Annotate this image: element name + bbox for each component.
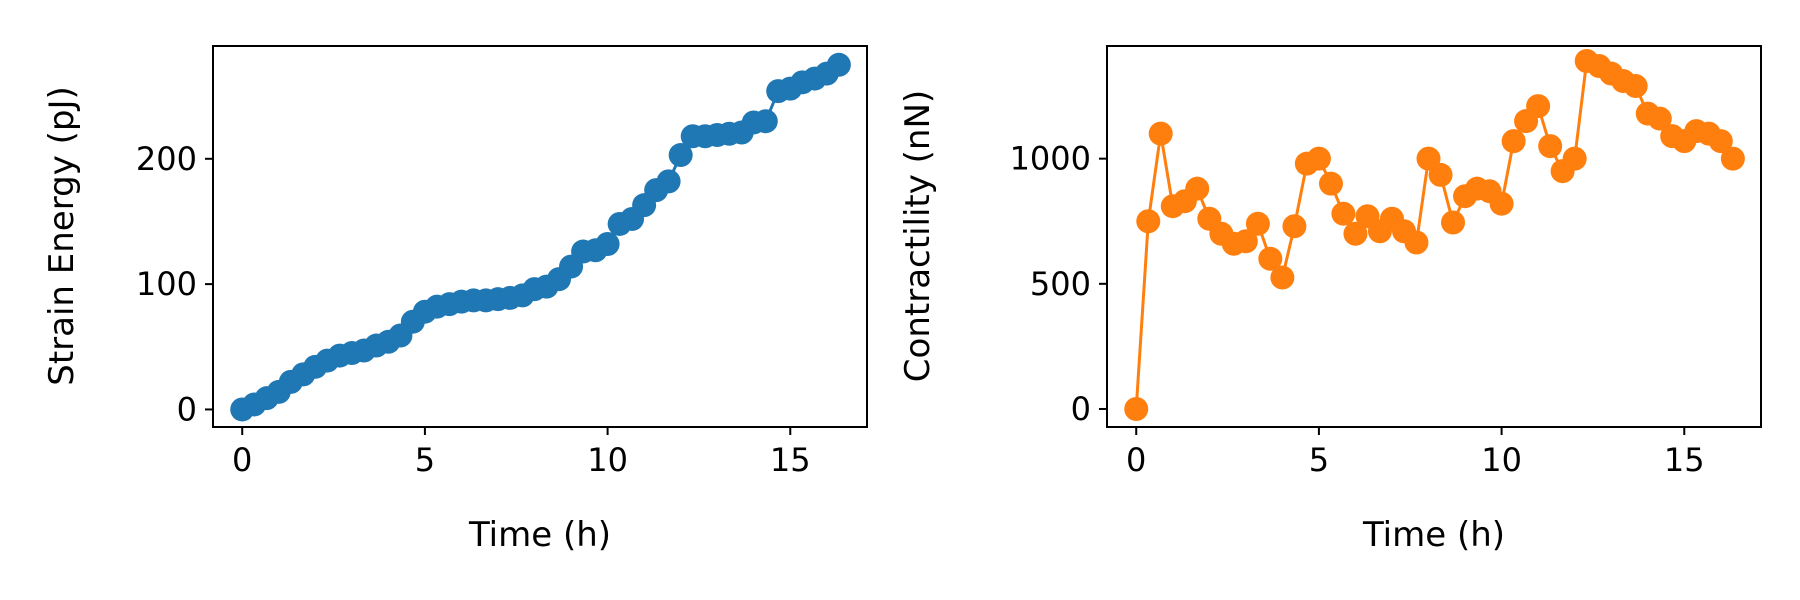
contractility-data-point [1270,265,1295,290]
contractility-y-tick-label: 0 [1071,390,1091,428]
contractility-data-point [1404,230,1429,255]
contractility-data-point [1526,94,1551,119]
contractility-data-point [1623,74,1648,99]
strain-energy-data-point [595,232,620,257]
contractility-plot-area [1124,49,1745,421]
contractility-data-point [1428,162,1453,187]
strain-energy-x-tick-label: 15 [770,441,811,479]
strain-energy-x-axis-label: Time (h) [468,515,611,555]
contractility-data-point [1331,201,1356,226]
contractility-data-point [1720,146,1745,171]
contractility-axes-frame [1106,45,1762,428]
contractility-data-point [1185,176,1210,201]
contractility-data-point [1258,246,1283,271]
contractility-panel: Time (h) Contractility (nN) 0 5 10 15 0 500 10… [898,45,1762,555]
contractility-y-axis-label: Contractility (nN) [898,90,938,382]
contractility-y-tick-label: 1000 [1010,140,1091,178]
strain-energy-y-axis-label: Strain Energy (pJ) [42,86,82,386]
contractility-data-point [1233,229,1258,254]
contractility-y-tick-label: 500 [1030,265,1091,303]
strain-energy-data-point [656,169,681,194]
contractility-data-point [1708,129,1733,154]
strain-energy-y-tick-label: 100 [136,265,197,303]
contractility-data-point [1440,210,1465,235]
contractility-x-tick-label: 10 [1481,441,1522,479]
strain-energy-x-tick-label: 5 [415,441,435,479]
contractility-data-point [1538,134,1563,159]
strain-energy-y-tick-label: 200 [136,140,197,178]
contractility-data-point [1306,146,1331,171]
strain-energy-data-point [668,143,693,168]
contractility-x-tick-label: 5 [1309,441,1329,479]
strain-energy-x-tick-label: 10 [587,441,628,479]
contractility-data-point [1136,209,1161,234]
contractility-data-point [1124,396,1149,421]
strain-energy-data-point [753,109,778,134]
contractility-data-point [1562,146,1587,171]
contractility-data-point [1245,211,1270,236]
strain-energy-y-tick-label: 0 [177,390,197,428]
strain-energy-plot-area [230,52,851,422]
strain-energy-data-point [826,52,851,77]
contractility-data-point [1489,191,1514,216]
contractility-data-point [1318,171,1343,196]
contractility-x-axis-label: Time (h) [1362,515,1505,555]
contractility-data-point [1647,106,1672,131]
strain-energy-axes-frame [212,45,868,428]
contractility-data-point [1501,129,1526,154]
contractility-x-tick-label: 0 [1126,441,1146,479]
strain-energy-panel: Time (h) Strain Energy (pJ) 0 5 10 15 0 100 20… [42,45,868,555]
contractility-x-tick-label: 15 [1664,441,1705,479]
contractility-data-point [1282,214,1307,239]
contractility-data-point [1343,221,1368,246]
strain-energy-x-tick-label: 0 [232,441,252,479]
contractility-data-point [1148,121,1173,146]
